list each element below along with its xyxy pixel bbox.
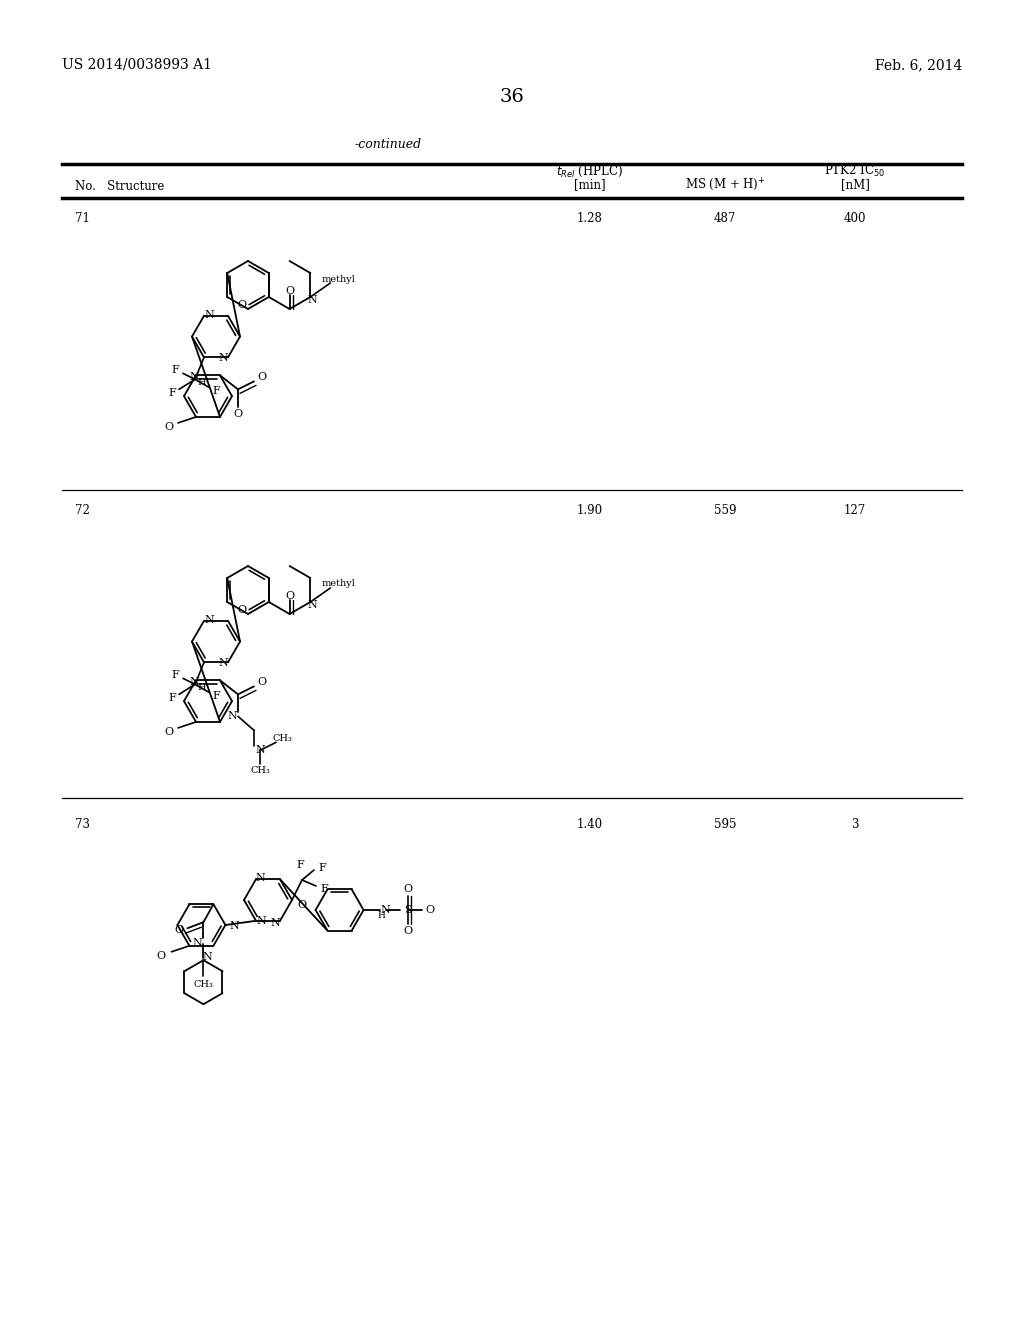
Text: PTK2 IC$_{50}$: PTK2 IC$_{50}$ bbox=[824, 162, 886, 180]
Text: No.   Structure: No. Structure bbox=[75, 181, 165, 194]
Text: O: O bbox=[237, 300, 246, 310]
Text: O: O bbox=[297, 900, 306, 909]
Text: F: F bbox=[321, 884, 328, 894]
Text: N: N bbox=[204, 615, 214, 624]
Text: -continued: -continued bbox=[354, 139, 422, 152]
Text: N: N bbox=[189, 677, 199, 686]
Text: 400: 400 bbox=[844, 211, 866, 224]
Text: N: N bbox=[270, 917, 280, 928]
Text: O: O bbox=[257, 677, 266, 688]
Text: N: N bbox=[255, 874, 265, 883]
Text: N: N bbox=[189, 372, 199, 381]
Text: O: O bbox=[157, 950, 166, 961]
Text: 72: 72 bbox=[75, 503, 90, 516]
Text: 1.90: 1.90 bbox=[577, 503, 603, 516]
Text: O: O bbox=[237, 605, 246, 615]
Text: N: N bbox=[255, 746, 265, 755]
Text: O: O bbox=[257, 372, 266, 383]
Text: N: N bbox=[381, 906, 390, 915]
Text: O: O bbox=[403, 927, 412, 936]
Text: N: N bbox=[193, 939, 203, 948]
Text: 595: 595 bbox=[714, 818, 736, 832]
Text: 73: 73 bbox=[75, 818, 90, 832]
Text: N: N bbox=[227, 711, 237, 721]
Text: O: O bbox=[165, 422, 173, 432]
Text: H: H bbox=[198, 379, 206, 387]
Text: S: S bbox=[403, 906, 412, 915]
Text: N: N bbox=[203, 952, 212, 962]
Text: Feb. 6, 2014: Feb. 6, 2014 bbox=[874, 58, 962, 73]
Text: O: O bbox=[165, 727, 173, 737]
Text: O: O bbox=[403, 884, 412, 894]
Text: N: N bbox=[204, 310, 214, 319]
Text: [min]: [min] bbox=[574, 178, 606, 191]
Text: O: O bbox=[425, 906, 434, 915]
Text: 559: 559 bbox=[714, 503, 736, 516]
Text: 1.40: 1.40 bbox=[577, 818, 603, 832]
Text: 487: 487 bbox=[714, 211, 736, 224]
Text: CH₃: CH₃ bbox=[272, 734, 292, 743]
Text: $t_{Rel}$ (HPLC): $t_{Rel}$ (HPLC) bbox=[556, 164, 624, 178]
Text: N: N bbox=[229, 921, 240, 931]
Text: N: N bbox=[307, 294, 317, 305]
Text: methyl: methyl bbox=[322, 579, 355, 589]
Text: 127: 127 bbox=[844, 503, 866, 516]
Text: F: F bbox=[171, 366, 179, 375]
Text: F: F bbox=[212, 692, 220, 701]
Text: F: F bbox=[318, 863, 326, 873]
Text: H: H bbox=[378, 911, 385, 920]
Text: N: N bbox=[307, 601, 317, 610]
Text: F: F bbox=[168, 388, 176, 399]
Text: 71: 71 bbox=[75, 211, 90, 224]
Text: MS (M + H)$^{+}$: MS (M + H)$^{+}$ bbox=[685, 177, 765, 193]
Text: 3: 3 bbox=[851, 818, 859, 832]
Text: N: N bbox=[218, 354, 228, 363]
Text: F: F bbox=[171, 671, 179, 680]
Text: CH₃: CH₃ bbox=[194, 979, 213, 989]
Text: methyl: methyl bbox=[322, 275, 355, 284]
Text: F: F bbox=[168, 693, 176, 704]
Text: [nM]: [nM] bbox=[841, 178, 869, 191]
Text: F: F bbox=[296, 861, 304, 870]
Text: O: O bbox=[285, 286, 294, 296]
Text: US 2014/0038993 A1: US 2014/0038993 A1 bbox=[62, 58, 212, 73]
Text: O: O bbox=[175, 925, 184, 935]
Text: N: N bbox=[218, 659, 228, 668]
Text: N: N bbox=[256, 916, 266, 925]
Text: O: O bbox=[233, 409, 243, 420]
Text: 1.28: 1.28 bbox=[578, 211, 603, 224]
Text: O: O bbox=[285, 591, 294, 601]
Text: F: F bbox=[212, 387, 220, 396]
Text: CH₃: CH₃ bbox=[250, 766, 270, 775]
Text: H: H bbox=[198, 684, 206, 692]
Text: 36: 36 bbox=[500, 88, 524, 106]
